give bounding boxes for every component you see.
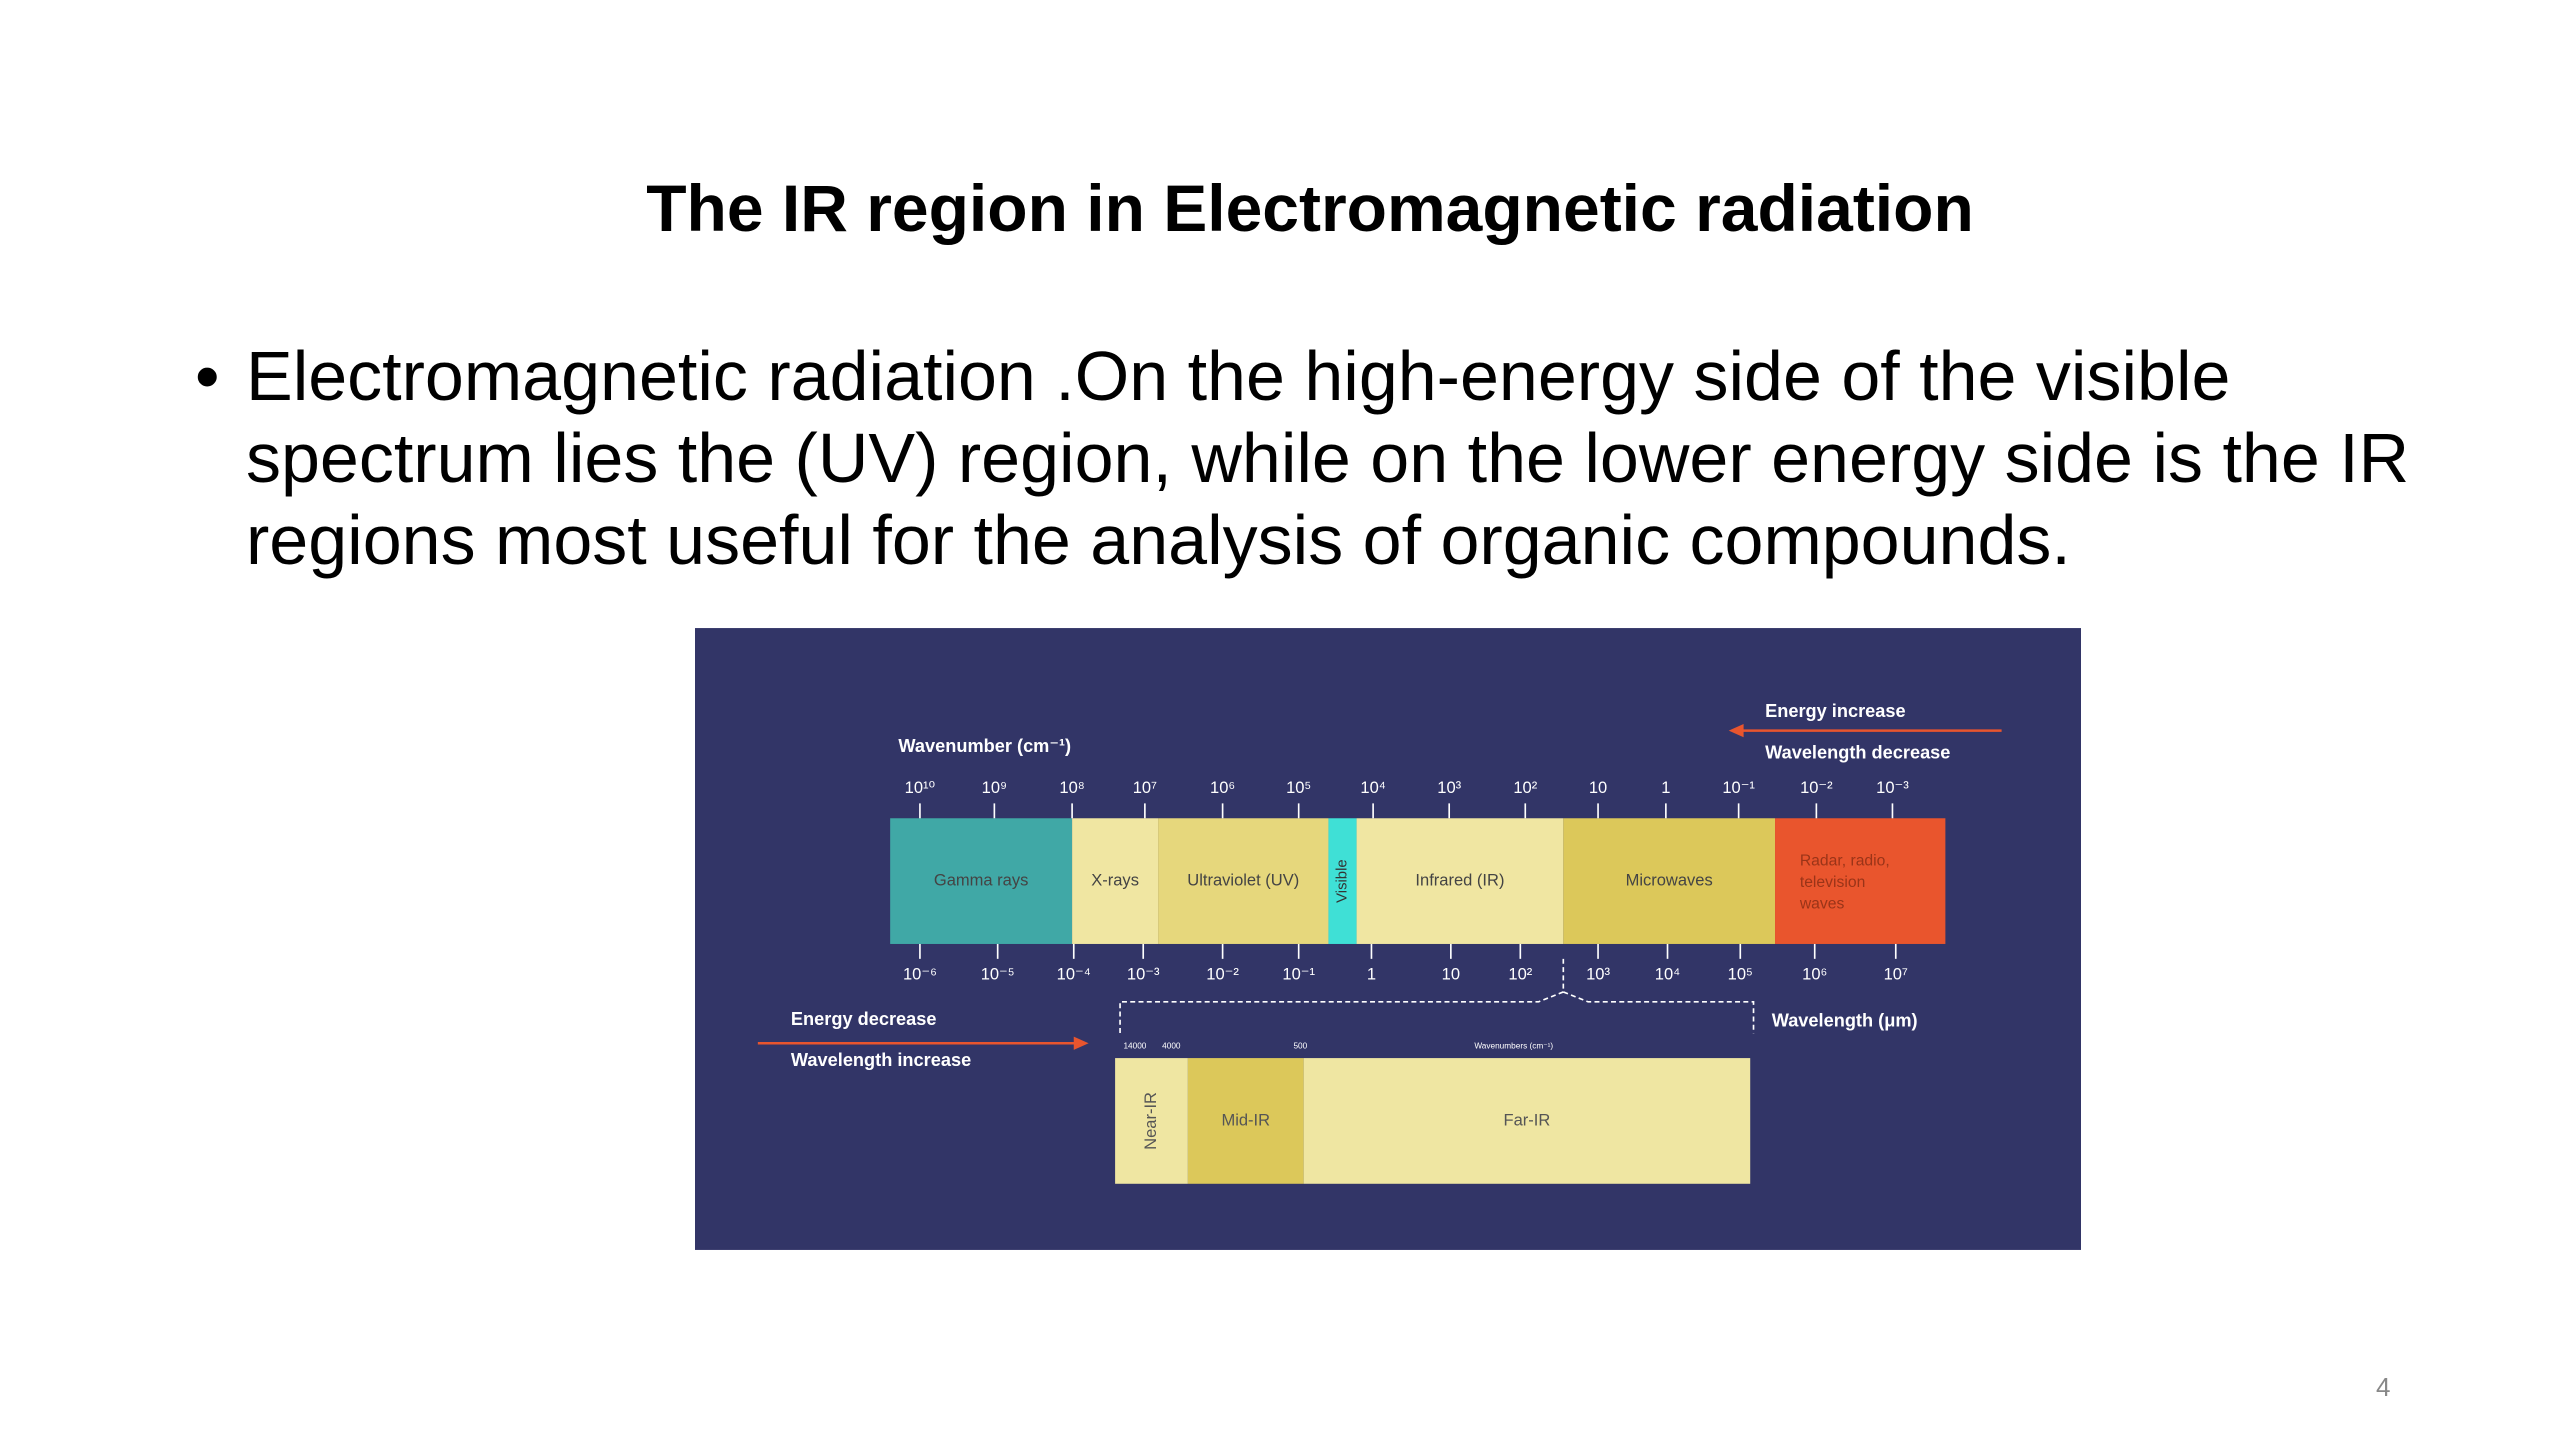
region-label: X-rays [1091, 870, 1139, 889]
spectrum-region [1328, 818, 1357, 944]
spectrum-region [1158, 818, 1329, 944]
tick-label: 10⁹ [982, 778, 1007, 797]
tick-label: 10³ [1437, 778, 1461, 797]
region-label: Microwaves [1626, 870, 1713, 889]
tick-label: 10⁻² [1206, 965, 1239, 984]
region-label: Ultraviolet (UV) [1187, 870, 1299, 889]
ir-tick-label: 500 [1293, 1042, 1307, 1051]
ir-region [1115, 1058, 1188, 1184]
spectrum-region [890, 818, 1073, 944]
zoom-bracket [1119, 958, 1755, 1034]
tick-label: 10¹⁰ [905, 778, 936, 797]
tick-label: 10 [1589, 778, 1607, 797]
tick-label: 10⁴ [1655, 965, 1680, 984]
tick-label: 10⁷ [1133, 778, 1157, 797]
tick-label: 10 [1442, 965, 1460, 984]
arrow-label: Energy increase [1765, 701, 1906, 721]
axis-label: Wavelength (μm) [1772, 1011, 1918, 1031]
arrow-label: Energy decrease [791, 1009, 937, 1029]
arrow-label: Wavelength decrease [1765, 743, 1950, 763]
em-spectrum-figure: Wavenumber (cm⁻¹) Energy increase Wavele… [695, 628, 2081, 1250]
tick-label: 10⁷ [1884, 965, 1908, 984]
axis-label: Wavenumber (cm⁻¹) [898, 736, 1071, 756]
ir-region-label: Far-IR [1504, 1110, 1551, 1129]
ir-region [1303, 1058, 1751, 1184]
tick-label: 10⁻⁴ [1057, 965, 1091, 984]
tick-label: 10⁻³ [1127, 965, 1160, 984]
tick-label: 10⁻¹ [1722, 778, 1755, 797]
arrow-label: Wavelength increase [791, 1050, 971, 1070]
ir-tick-label: 14000 [1123, 1042, 1146, 1051]
region-label: Infrared (IR) [1415, 870, 1504, 889]
region-label: Visible [1334, 859, 1350, 903]
ir-region [1187, 1058, 1304, 1184]
tick-label: 10⁻¹ [1282, 965, 1315, 984]
tick-label: 10⁻³ [1876, 778, 1909, 797]
tick-label: 1 [1661, 778, 1670, 797]
tick-label: 10⁵ [1286, 778, 1311, 797]
ir-region-label: Mid-IR [1221, 1110, 1270, 1129]
slide-title: The IR region in Electromagnetic radiati… [646, 171, 1974, 245]
tick-label: 10⁶ [1802, 965, 1827, 984]
tick-label: 10⁵ [1728, 965, 1753, 984]
spectrum-region [1072, 818, 1159, 944]
tick-label: 1 [1367, 965, 1376, 984]
page-number: 4 [2376, 1372, 2391, 1402]
region-label: Gamma rays [934, 870, 1029, 889]
tick-label: 10⁶ [1210, 778, 1235, 797]
tick-label: 10² [1508, 965, 1532, 984]
ir-region-label: Near-IR [1141, 1092, 1160, 1150]
region-label: Radar, radio, television waves [1799, 852, 1890, 912]
ir-axis-label: Wavenumbers (cm⁻¹) [1474, 1042, 1553, 1051]
ir-tick-label: 4000 [1162, 1042, 1181, 1051]
tick-label: 10⁸ [1059, 778, 1084, 797]
spectrum-region [1356, 818, 1564, 944]
tick-label: 10² [1513, 778, 1537, 797]
tick-label: 10⁴ [1360, 778, 1385, 797]
tick-label: 10⁻² [1800, 778, 1833, 797]
tick-label: 10⁻⁶ [903, 965, 937, 984]
arrow-head [1728, 723, 1744, 738]
bullet-text: Electromagnetic radiation .On the high-e… [246, 337, 2410, 579]
arrow-head [1073, 1036, 1089, 1050]
bullet-marker: • [195, 337, 220, 415]
tick-label: 10³ [1586, 965, 1610, 984]
tick-label: 10⁻⁵ [981, 965, 1015, 984]
spectrum-region [1563, 818, 1776, 944]
spectrum-region [1775, 818, 1946, 944]
